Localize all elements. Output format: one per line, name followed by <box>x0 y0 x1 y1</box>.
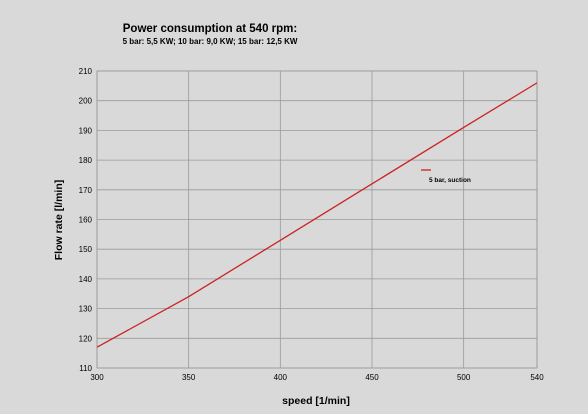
y-tick-label: 110 <box>79 364 92 373</box>
x-tick-label: 500 <box>457 373 471 382</box>
x-tick-label: 540 <box>530 373 544 382</box>
y-tick-label: 160 <box>79 216 93 225</box>
y-tick-label: 150 <box>79 245 93 254</box>
chart-title: Power consumption at 540 rpm: <box>123 23 297 35</box>
x-tick-label: 450 <box>365 373 379 382</box>
x-tick-label: 400 <box>274 373 288 382</box>
y-tick-label: 140 <box>79 275 93 284</box>
x-axis-label: speed [1/min] <box>282 395 350 407</box>
y-tick-label: 180 <box>79 156 93 165</box>
y-tick-label: 200 <box>79 97 93 106</box>
legend-label: 5 bar, suction <box>429 177 471 184</box>
y-tick-label: 120 <box>79 334 93 343</box>
y-tick-label: 130 <box>79 305 93 314</box>
x-tick-label: 300 <box>90 373 104 382</box>
plot-area: 110 120 130 140 150 160 170 180 190 200 210 300 350 4… <box>79 67 545 382</box>
series-line <box>96 82 538 348</box>
y-tick-label: 190 <box>79 126 93 135</box>
y-tick-label: 210 <box>79 67 93 76</box>
plot-border <box>96 70 538 369</box>
x-tick-label: 350 <box>182 373 196 382</box>
y-tick-label: 170 <box>79 186 93 195</box>
chart-subtitle: 5 bar: 5,5 KW; 10 bar: 9,0 KW; 15 bar: 1… <box>123 37 298 46</box>
y-axis-label: Flow rate [l/min] <box>53 180 65 261</box>
